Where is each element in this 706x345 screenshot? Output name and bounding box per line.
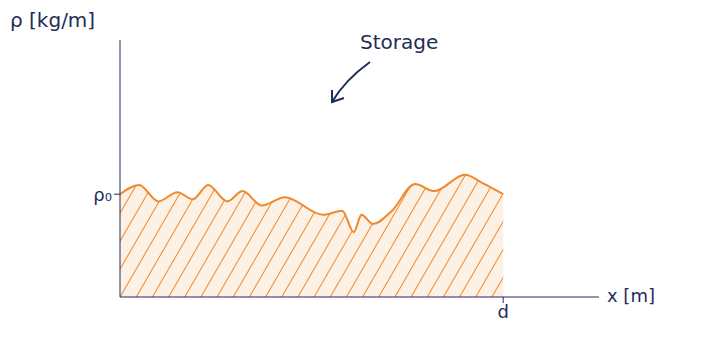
- svg-text:d: d: [497, 301, 508, 322]
- svg-text:ρ₀: ρ₀: [93, 184, 112, 205]
- html-text:x [m]: x [m]: [607, 285, 655, 306]
- html-text:ρ [kg/m]: ρ [kg/m]: [10, 8, 96, 32]
- html-text:Storage: Storage: [360, 30, 439, 54]
